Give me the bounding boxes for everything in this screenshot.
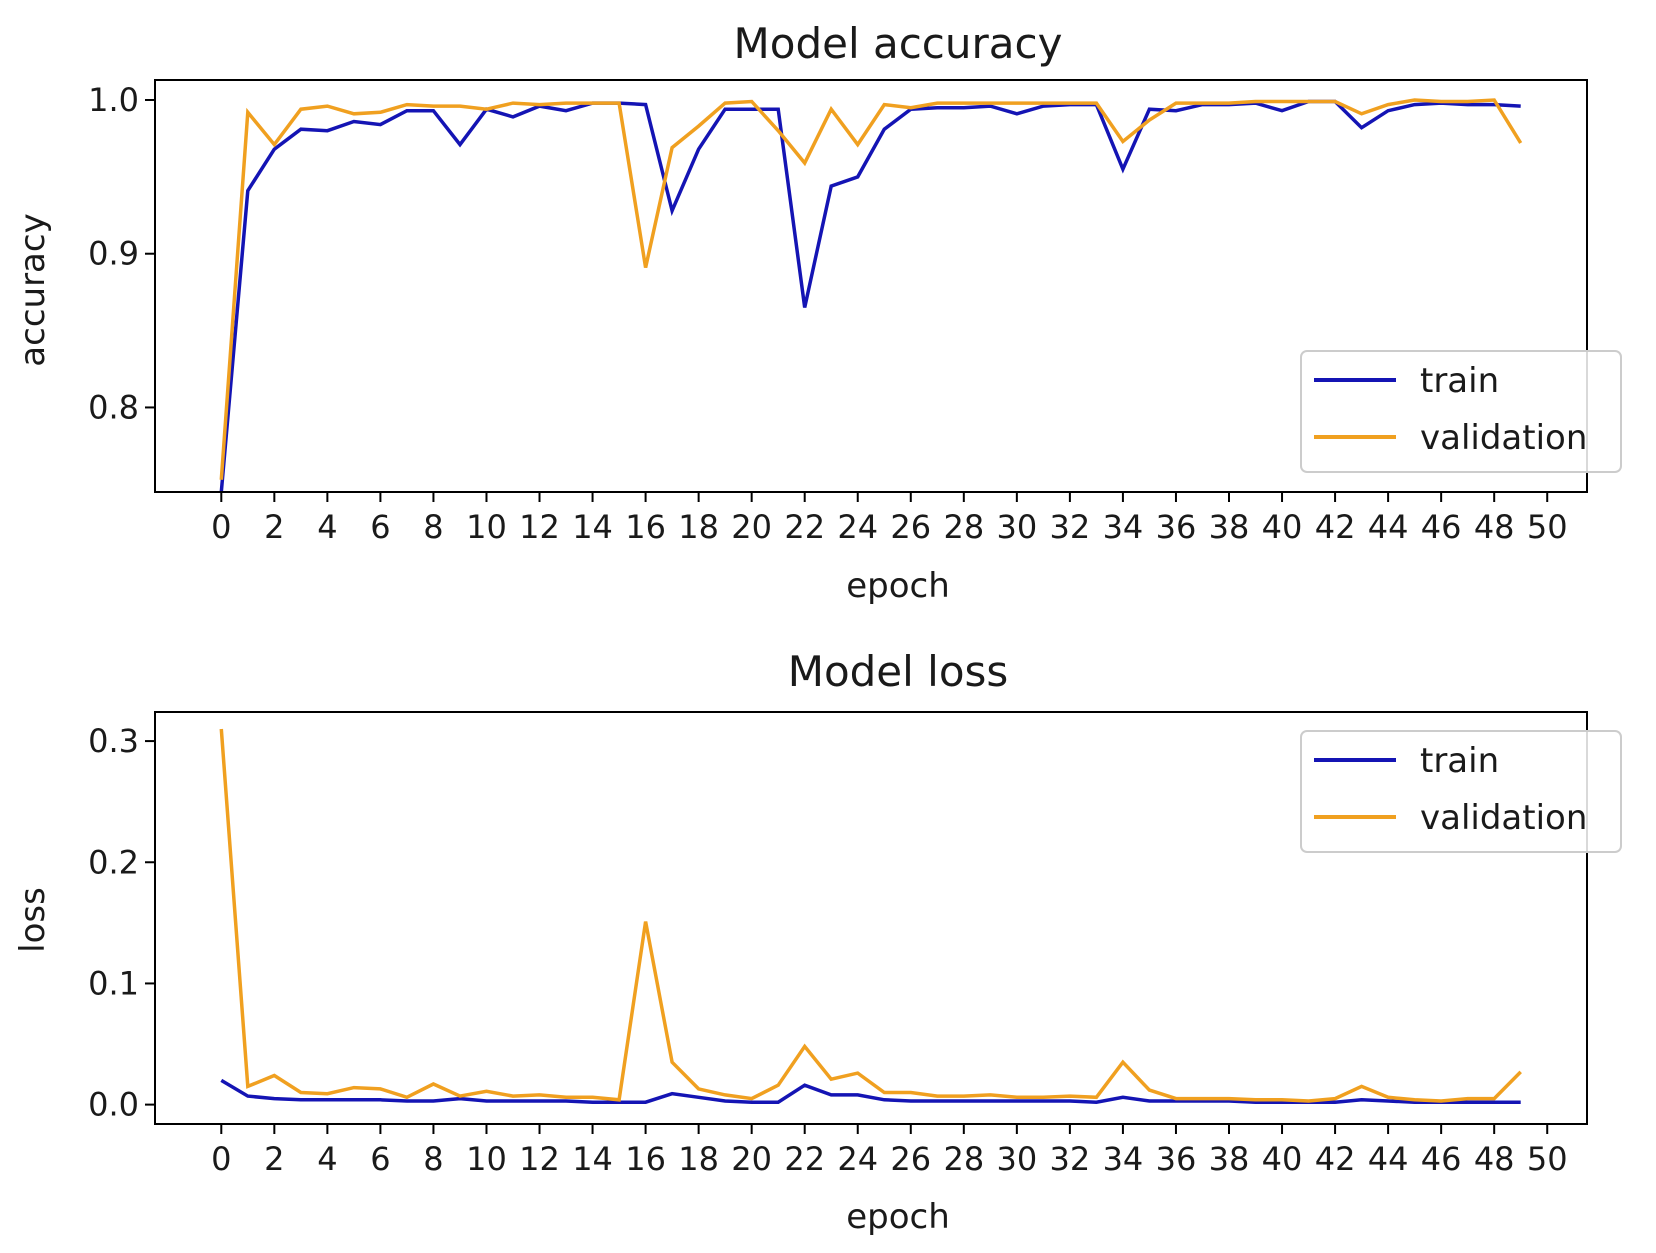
loss-x-tick-label: 34: [1103, 1140, 1144, 1178]
loss-x-tick-label: 26: [890, 1140, 931, 1178]
loss-chart-title: Model loss: [788, 647, 1009, 696]
accuracy-legend: train validation: [1300, 350, 1622, 473]
accuracy-x-tick-label: 48: [1474, 508, 1515, 546]
loss-x-tick-label: 30: [996, 1140, 1037, 1178]
loss-x-tick-label: 40: [1262, 1140, 1303, 1178]
loss-validation-line: [219, 728, 1522, 1103]
loss-legend-train-label: train: [1420, 741, 1499, 781]
accuracy-x-tick-label: 46: [1421, 508, 1462, 546]
accuracy-legend-train-label: train: [1420, 361, 1499, 401]
loss-y-tick-label: 0.2: [88, 843, 139, 881]
loss-y-tick-label: 0.1: [88, 964, 139, 1002]
loss-x-tick-label: 24: [837, 1140, 878, 1178]
accuracy-x-tick-label: 32: [1050, 508, 1091, 546]
loss-y-tick-label: 0.3: [88, 722, 139, 760]
loss-x-tick-label: 2: [264, 1140, 284, 1178]
loss-x-tick-label: 44: [1368, 1140, 1409, 1178]
accuracy-x-tick-label: 18: [678, 508, 719, 546]
accuracy-x-tick-label: 14: [572, 508, 613, 546]
loss-chart-ticks: 0 2 4 6 8 10 12 14 16 18 20 22 24 26 28 30 32 34 36 38 40 42 4…: [88, 722, 1567, 1178]
accuracy-x-tick-label: 16: [625, 508, 666, 546]
loss-x-tick-label: 50: [1527, 1140, 1568, 1178]
accuracy-x-tick-label: 8: [423, 508, 443, 546]
accuracy-y-tick-label: 0.8: [88, 388, 139, 426]
loss-legend-validation-label: validation: [1420, 798, 1587, 838]
loss-x-tick-label: 14: [572, 1140, 613, 1178]
accuracy-x-tick-label: 40: [1262, 508, 1303, 546]
accuracy-legend-validation-label: validation: [1420, 418, 1587, 458]
accuracy-y-tick-label: 0.9: [88, 235, 139, 273]
loss-x-tick-label: 48: [1474, 1140, 1515, 1178]
accuracy-x-tick-label: 4: [317, 508, 337, 546]
loss-x-tick-label: 12: [519, 1140, 560, 1178]
loss-x-tick-label: 8: [423, 1140, 443, 1178]
loss-x-tick-label: 0: [211, 1140, 231, 1178]
loss-y-tick-label: 0.0: [88, 1086, 139, 1124]
accuracy-chart-series: [219, 98, 1523, 493]
accuracy-x-tick-label: 36: [1156, 508, 1197, 546]
loss-chart-series: [219, 728, 1522, 1104]
accuracy-x-tick-label: 38: [1209, 508, 1250, 546]
accuracy-x-tick-label: 6: [370, 508, 390, 546]
loss-x-tick-label: 16: [625, 1140, 666, 1178]
loss-x-tick-label: 32: [1050, 1140, 1091, 1178]
accuracy-x-tick-label: 28: [943, 508, 984, 546]
loss-y-axis-label: loss: [13, 887, 53, 953]
accuracy-y-axis-label: accuracy: [13, 213, 53, 366]
accuracy-x-tick-label: 2: [264, 508, 284, 546]
loss-x-tick-label: 20: [731, 1140, 772, 1178]
accuracy-chart-title: Model accuracy: [734, 19, 1063, 68]
loss-x-tick-label: 4: [317, 1140, 337, 1178]
accuracy-x-tick-label: 30: [996, 508, 1037, 546]
accuracy-chart-ticks: 0 2 4 6 8 10 12 14 16 18 20 22 24 26 28 30 32 34 36 38 40 42 4…: [88, 81, 1567, 546]
loss-plot-frame: [154, 711, 1588, 1125]
accuracy-validation-line: [219, 98, 1523, 480]
accuracy-x-tick-label: 44: [1368, 508, 1409, 546]
loss-x-tick-label: 46: [1421, 1140, 1462, 1178]
loss-x-tick-label: 36: [1156, 1140, 1197, 1178]
accuracy-plot-frame: [154, 79, 1588, 493]
loss-x-tick-label: 28: [943, 1140, 984, 1178]
loss-x-tick-label: 6: [370, 1140, 390, 1178]
loss-x-axis-label: epoch: [846, 1197, 950, 1237]
accuracy-x-tick-label: 34: [1103, 508, 1144, 546]
loss-chart: Model loss 0 2 4 6 8 10 12 14 16 18 20 22 24 26 28 30 32…: [13, 647, 1622, 1237]
accuracy-x-tick-label: 0: [211, 508, 231, 546]
accuracy-x-tick-label: 26: [890, 508, 931, 546]
loss-x-tick-label: 18: [678, 1140, 719, 1178]
loss-x-tick-label: 38: [1209, 1140, 1250, 1178]
accuracy-x-tick-label: 10: [466, 508, 507, 546]
accuracy-chart: Model accuracy 0 2 4 6 8 10 12 14 16 18 20 22 24 26 28…: [13, 19, 1622, 606]
accuracy-x-tick-label: 12: [519, 508, 560, 546]
accuracy-x-tick-label: 50: [1527, 508, 1568, 546]
loss-legend: train validation: [1300, 730, 1622, 853]
loss-x-tick-label: 22: [784, 1140, 825, 1178]
accuracy-x-tick-label: 24: [837, 508, 878, 546]
accuracy-x-tick-label: 42: [1315, 508, 1356, 546]
loss-x-tick-label: 42: [1315, 1140, 1356, 1178]
loss-x-tick-label: 10: [466, 1140, 507, 1178]
accuracy-x-tick-label: 20: [731, 508, 772, 546]
accuracy-y-tick-label: 1.0: [88, 81, 139, 119]
accuracy-x-axis-label: epoch: [846, 566, 950, 606]
accuracy-x-tick-label: 22: [784, 508, 825, 546]
